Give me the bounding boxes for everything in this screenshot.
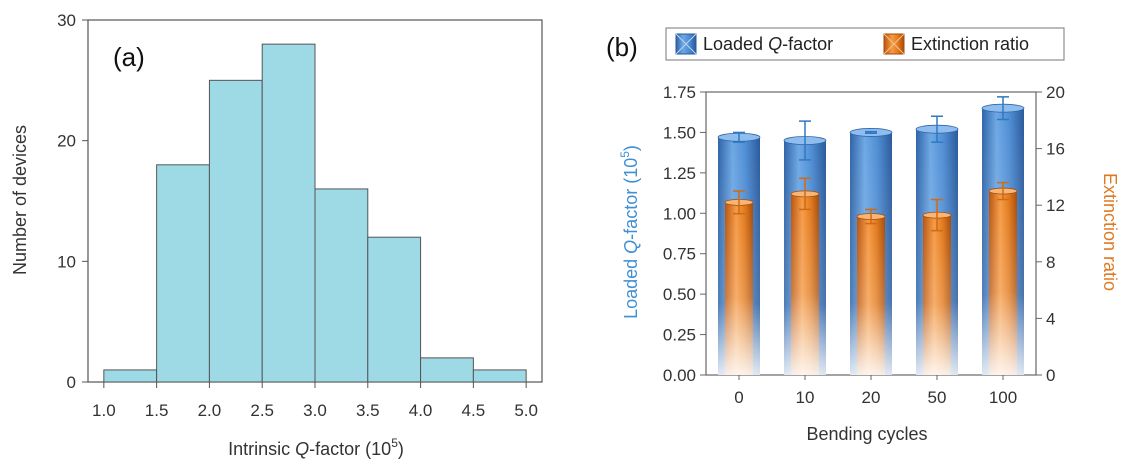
x-tick-label: 4.0 bbox=[409, 401, 433, 420]
panel-b-plot: 0 10 20 50 100 0.00 0.25 0.50 0.75 1.00 1.25 1.50 1.… bbox=[663, 83, 1065, 407]
histogram-bar bbox=[156, 164, 210, 383]
x-tick-label: 0 bbox=[734, 388, 743, 407]
extinction-bar-glow bbox=[725, 202, 753, 375]
y-left-tick-label: 1.50 bbox=[663, 123, 696, 142]
x-tick-label: 1.0 bbox=[92, 401, 116, 420]
y-right-tick-label: 20 bbox=[1046, 83, 1065, 102]
extinction-bar-glow bbox=[791, 193, 819, 375]
y-right-tick-label: 16 bbox=[1046, 140, 1065, 159]
y-left-tick-label: 1.00 bbox=[663, 204, 696, 223]
histogram-bar bbox=[367, 236, 422, 383]
y-left-tick-label: 1.75 bbox=[663, 83, 696, 102]
histogram-bar bbox=[208, 79, 263, 383]
legend-label-loaded-q: Loaded Q-factor bbox=[703, 34, 833, 54]
extinction-bar-glow bbox=[989, 191, 1017, 375]
histogram-bar bbox=[314, 188, 369, 383]
legend-box bbox=[665, 27, 1065, 61]
panel-a-ylabel: Number of devices bbox=[10, 125, 30, 275]
extinction-bar-glow bbox=[857, 216, 885, 375]
legend: Loaded Q-factor Extinction ratio bbox=[665, 27, 1065, 61]
x-tick-label: 2.0 bbox=[198, 401, 222, 420]
histogram-bar bbox=[420, 357, 474, 383]
legend-swatch-extinction-bevel bbox=[883, 33, 905, 55]
histogram-bar bbox=[103, 369, 158, 383]
y-left-tick-label: 0.75 bbox=[663, 245, 696, 264]
histogram-bar bbox=[261, 43, 316, 383]
y-right-tick-label: 0 bbox=[1046, 366, 1055, 385]
y-left-tick-label: 0.00 bbox=[663, 366, 696, 385]
panel-b-ylabel-right: Extinction ratio bbox=[1100, 173, 1120, 291]
y-right-tick-label: 12 bbox=[1046, 196, 1065, 215]
x-tick-label: 3.5 bbox=[356, 401, 380, 420]
y-tick-label: 10 bbox=[57, 252, 76, 271]
y-left-tick-label: 0.50 bbox=[663, 285, 696, 304]
y-left-tick-label: 0.25 bbox=[663, 326, 696, 345]
x-tick-label: 3.0 bbox=[303, 401, 327, 420]
panel-b-ylabel-left: Loaded Q-factor (105) bbox=[618, 145, 641, 319]
x-tick-label: 100 bbox=[989, 388, 1017, 407]
y-left-tick-label: 1.25 bbox=[663, 164, 696, 183]
x-tick-label: 20 bbox=[862, 388, 881, 407]
x-tick-label: 1.5 bbox=[145, 401, 169, 420]
panel-label-a: (a) bbox=[113, 42, 145, 72]
x-tick-label: 4.5 bbox=[462, 401, 486, 420]
legend-label-extinction: Extinction ratio bbox=[911, 34, 1029, 54]
y-right-tick-label: 8 bbox=[1046, 253, 1055, 272]
x-tick-label: 10 bbox=[796, 388, 815, 407]
y-tick-label: 0 bbox=[67, 373, 76, 392]
histogram-bar bbox=[472, 369, 527, 383]
extinction-bar-glow bbox=[923, 215, 951, 375]
x-tick-label: 2.5 bbox=[250, 401, 274, 420]
x-tick-label: 50 bbox=[928, 388, 947, 407]
panel-label-b: (b) bbox=[606, 32, 638, 62]
y-tick-label: 20 bbox=[57, 132, 76, 151]
x-tick-label: 5.0 bbox=[514, 401, 538, 420]
panel-b-xlabel: Bending cycles bbox=[806, 424, 927, 444]
panel-a-xlabel: Intrinsic Q-factor (105) bbox=[228, 436, 404, 459]
y-tick-label: 30 bbox=[57, 11, 76, 30]
panel-a-plot: 1.0 1.5 2.0 2.5 3.0 3.5 4.0 4.5 5.0 0 10 20 30 bbox=[57, 11, 543, 420]
y-right-tick-label: 4 bbox=[1046, 309, 1055, 328]
legend-swatch-loaded-q-bevel bbox=[675, 33, 697, 55]
